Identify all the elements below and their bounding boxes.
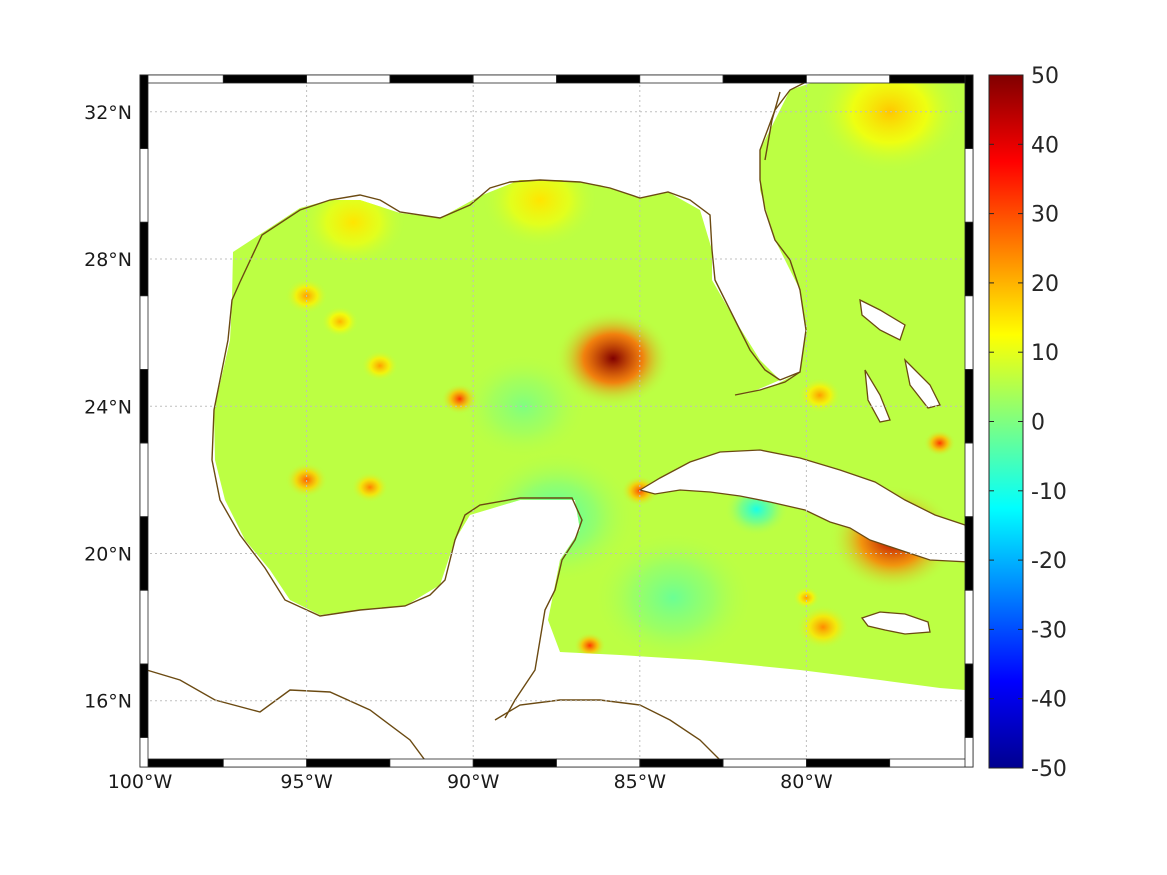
y-tick-labels: 32°N 28°N 24°N 20°N 16°N xyxy=(84,102,132,713)
frame-bar-bottom xyxy=(722,758,807,768)
frame-bar-left xyxy=(139,148,149,223)
anomaly-blob xyxy=(593,531,754,664)
colorbar-gradient xyxy=(988,74,1024,769)
frame-bar-top xyxy=(306,74,391,84)
frame-bar-bottom xyxy=(389,758,474,768)
frame-bar-right xyxy=(964,589,974,665)
frame-bar-top xyxy=(139,74,224,84)
florida-peninsula-tip xyxy=(764,91,781,161)
anomaly-blob xyxy=(554,309,672,408)
anomaly-blob xyxy=(285,462,328,498)
anomaly-blob xyxy=(321,306,359,338)
anomaly-blob xyxy=(481,151,599,249)
y-tick-label: 20°N xyxy=(84,544,132,566)
frame-bar-top xyxy=(222,74,308,84)
frame-bar-bottom xyxy=(222,758,308,768)
frame-bar-left xyxy=(139,589,149,665)
colorbar-tick-label: 10 xyxy=(1031,341,1059,366)
y-tick-label: 32°N xyxy=(84,102,132,124)
frame-bar-bottom xyxy=(139,758,224,768)
frame-bar-right xyxy=(964,516,974,591)
anomaly-blob xyxy=(793,586,820,609)
map-frame xyxy=(139,74,974,768)
us-gulf-coast xyxy=(139,667,431,768)
anomaly-blob xyxy=(361,350,399,382)
y-tick-label: 16°N xyxy=(84,691,132,713)
x-tick-label: 100°W xyxy=(108,771,173,793)
frame-bar-bottom xyxy=(889,758,974,768)
frame-bar-left xyxy=(139,737,149,768)
coastline xyxy=(139,74,821,768)
frame-bar-top xyxy=(722,74,807,84)
frame-bar-left xyxy=(139,221,149,297)
colorbar-tick-label: 40 xyxy=(1031,133,1059,158)
colorbar-tick-label: -50 xyxy=(1031,757,1067,782)
y-tick-label: 28°N xyxy=(84,249,132,271)
frame-bar-top xyxy=(472,74,557,84)
colorbar-tick-label: -10 xyxy=(1031,480,1067,505)
colorbar-tick-label: -40 xyxy=(1031,688,1067,713)
frame-bar-top xyxy=(639,74,724,84)
florida-keys xyxy=(734,371,801,396)
frame-bar-right xyxy=(964,737,974,768)
jamaica-landmass xyxy=(860,611,931,635)
land-masks xyxy=(638,298,971,635)
frame-bar-left xyxy=(139,516,149,591)
anomaly-field xyxy=(214,80,965,690)
colorbar-tick-label: 50 xyxy=(1031,64,1059,89)
frame-bar-top xyxy=(889,74,974,84)
frame-bar-left xyxy=(139,369,149,444)
bahamas-landmass xyxy=(859,298,941,423)
anomaly-blob xyxy=(923,429,956,457)
central-america-coast xyxy=(494,699,721,761)
frame-bar-right xyxy=(964,442,974,518)
colorbar: 50 40 30 20 10 0 -10 -20 -30 -40 -50 xyxy=(988,64,1067,782)
frame-bar-top xyxy=(806,74,891,84)
anomaly-blob xyxy=(796,605,850,650)
mexico-coast xyxy=(211,281,583,719)
x-tick-label: 80°W xyxy=(780,771,833,793)
frame-bar-right xyxy=(964,295,974,370)
colorbar-tick-label: -20 xyxy=(1031,549,1067,574)
anomaly-blob xyxy=(459,353,588,460)
anomaly-blob xyxy=(573,632,606,659)
florida-east-coast xyxy=(759,74,821,381)
grid-lines xyxy=(140,75,973,767)
x-tick-label: 95°W xyxy=(280,771,333,793)
frame-bar-left xyxy=(139,663,149,738)
anomaly-blob xyxy=(299,178,407,267)
colorbar-tick-label: 0 xyxy=(1031,411,1045,436)
colorbar-tick-label: 30 xyxy=(1031,203,1059,228)
texas-louisiana-coast xyxy=(239,179,781,381)
colorbar-tick-label: 20 xyxy=(1031,272,1059,297)
frame-bar-right xyxy=(964,148,974,223)
x-tick-label: 85°W xyxy=(614,771,667,793)
frame-bar-right xyxy=(964,74,974,150)
anomaly-blob xyxy=(351,471,389,503)
colorbar-tick-labels: 50 40 30 20 10 0 -10 -20 -30 -40 -50 xyxy=(989,64,1067,782)
x-tick-label: 90°W xyxy=(447,771,500,793)
frame-bar-bottom xyxy=(472,758,557,768)
frame-bar-bottom xyxy=(639,758,724,768)
frame-bar-right xyxy=(964,221,974,297)
cuba-landmass xyxy=(638,449,971,563)
frame-bar-left xyxy=(139,74,149,150)
y-tick-label: 24°N xyxy=(84,396,132,418)
anomaly-blob xyxy=(798,377,842,413)
frame-bar-left xyxy=(139,442,149,518)
frame-bar-bottom xyxy=(306,758,391,768)
frame-bar-bottom xyxy=(806,758,891,768)
x-tick-labels: 100°W 95°W 90°W 85°W 80°W xyxy=(108,771,833,793)
frame-bar-top xyxy=(389,74,474,84)
frame-bar-right xyxy=(964,663,974,738)
frame-bar-bottom xyxy=(556,758,641,768)
colorbar-tick-label: -30 xyxy=(1031,618,1067,643)
frame-bar-left xyxy=(139,295,149,370)
frame-bar-right xyxy=(964,369,974,444)
frame-bar-top xyxy=(556,74,641,84)
